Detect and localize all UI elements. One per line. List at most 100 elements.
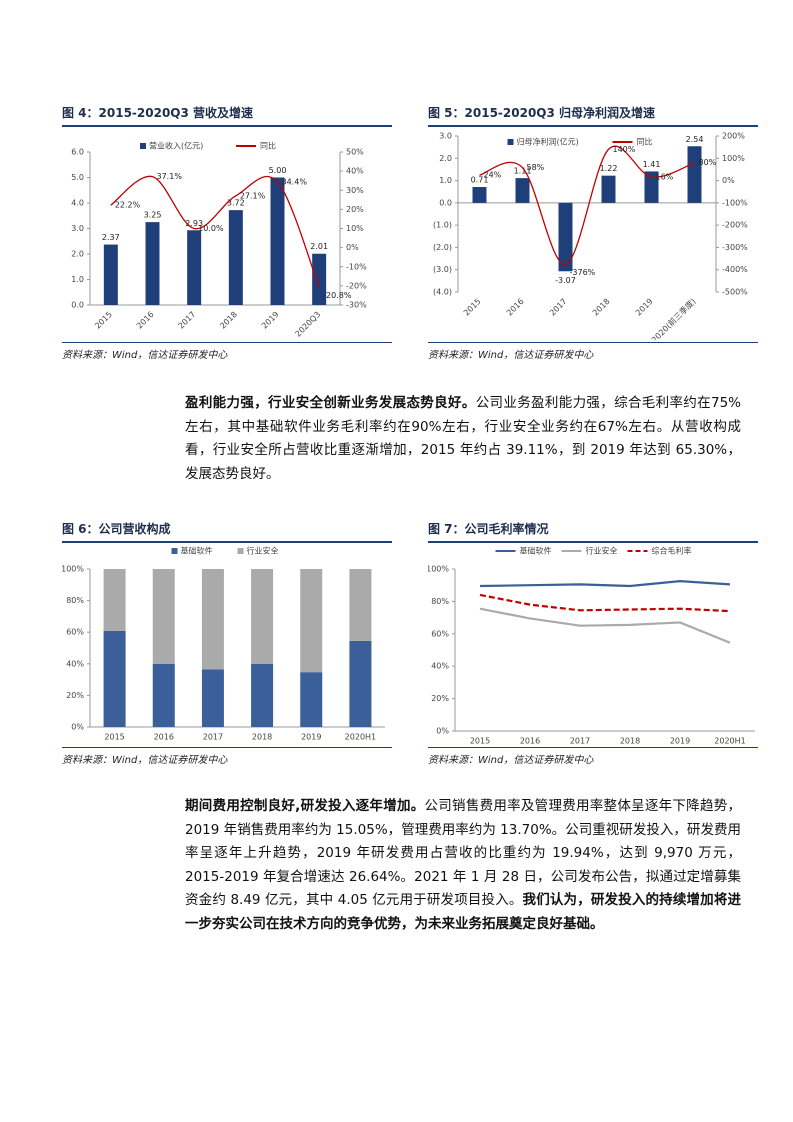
legend-label: 营业收入(亿元) (149, 141, 203, 151)
bar (187, 230, 202, 305)
bar (145, 222, 160, 305)
y-tick-label: 3.0 (71, 224, 84, 233)
x-tick-label: 2019 (301, 733, 321, 742)
bar (300, 672, 323, 727)
paragraph: 盈利能力强，行业安全创新业务发展态势良好。公司业务盈利能力强，综合毛利率约在75… (185, 392, 741, 486)
x-tick-label: 2015 (462, 297, 483, 318)
bar (103, 244, 118, 305)
figure-caption: 图 6：公司营收构成 (62, 520, 392, 543)
bar (515, 178, 530, 203)
data-label: 37.1% (157, 172, 183, 181)
data-label: -3.07 (555, 276, 576, 285)
legend: 营业收入(亿元) 同比 (140, 141, 276, 151)
chart: 0% 20% 40% 60% 80% 100% 2015 2016 2017 2018 2019 20… (62, 546, 385, 742)
series-line (479, 607, 731, 644)
data-label: 1.22 (600, 164, 618, 173)
x-tick-label: 2015 (470, 737, 490, 746)
legend: 基础软件 行业安全 (171, 546, 279, 556)
x-tick-label: 2016 (154, 733, 174, 742)
y-tick-label: 100% (62, 565, 84, 574)
y2-tick-label: -100% (722, 198, 748, 207)
series-line (479, 145, 695, 266)
bar (251, 569, 274, 664)
legend-label: 归母净利润(亿元) (517, 137, 579, 147)
y-tick-label: 5.0 (71, 173, 84, 182)
data-label: 1.11 (514, 167, 532, 176)
bar (349, 640, 372, 727)
bar (251, 663, 274, 727)
legend-label: 基础软件 (181, 546, 213, 556)
y-tick-label: 60% (66, 628, 84, 637)
y-tick-label: 80% (431, 597, 449, 606)
x-tick-label: 2018 (252, 733, 272, 742)
series-line (479, 580, 731, 588)
bar (312, 253, 327, 305)
legend: 基础软件 行业安全 综合毛利率 (495, 546, 692, 556)
data-label: 10.0% (198, 224, 224, 233)
y2-tick-label: 100% (722, 154, 745, 163)
x-tick-label: 2017 (177, 310, 198, 331)
bar (201, 669, 224, 727)
source-note: 资料来源：Wind，信达证券研发中心 (62, 747, 392, 766)
y2-tick-label: -500% (722, 288, 748, 297)
y-tick-label: 2.0 (71, 250, 84, 259)
y2-tick-label: -10% (346, 262, 367, 271)
bar (152, 663, 175, 727)
legend-swatch (140, 143, 146, 149)
paragraph: 期间费用控制良好,研发投入逐年增加。公司销售费用率及管理费用率整体呈逐年下降趋势… (185, 795, 741, 936)
y-tick-label: 40% (66, 659, 84, 668)
x-tick-label: 2020H1 (345, 733, 376, 742)
x-tick-label: 2018 (591, 297, 612, 318)
data-label: -376% (570, 268, 596, 277)
y2-tick-label: 0% (722, 176, 735, 185)
y2-tick-label: -200% (722, 221, 748, 230)
x-tick-label: 2018 (620, 737, 640, 746)
bold-text: 盈利能力强，行业安全创新业务发展态势良好。 (185, 395, 476, 411)
y-tick-label: 0.0 (439, 198, 452, 207)
x-tick-label: 2020Q3 (294, 310, 323, 339)
y2-tick-label: 30% (346, 186, 364, 195)
source-note: 资料来源：Wind，信达证券研发中心 (62, 342, 392, 361)
y-tick-label: 2.0 (439, 154, 452, 163)
bar (644, 171, 659, 203)
bar (349, 569, 372, 641)
bar (103, 630, 126, 727)
bar (228, 210, 243, 305)
x-tick-label: 2020(前三季度) (649, 296, 698, 340)
y2-tick-label: 200% (722, 132, 745, 141)
data-label: 2.37 (102, 233, 120, 242)
figure-caption: 图 5：2015-2020Q3 归母净利润及增速 (428, 104, 758, 127)
series-line (110, 175, 320, 288)
x-tick-label: 2016 (505, 297, 526, 318)
y-tick-label: 100% (428, 565, 449, 574)
x-tick-label: 2017 (548, 297, 569, 318)
y-tick-label: (4.0) (433, 288, 452, 297)
data-label: -20.8% (323, 291, 352, 300)
x-tick-label: 2019 (260, 310, 281, 331)
y-tick-label: 20% (66, 691, 84, 700)
x-tick-label: 2017 (203, 733, 223, 742)
series-line (479, 593, 731, 613)
data-label: 34.4% (282, 177, 308, 186)
y-tick-label: 80% (66, 596, 84, 605)
y-tick-label: (3.0) (433, 265, 452, 274)
data-label: 1.41 (643, 160, 661, 169)
data-label: 140% (613, 145, 636, 154)
chart: 0.0 1.0 2.0 3.0 4.0 5.0 6.0 -30% -20% -10% 0% 10% 20… (71, 141, 367, 339)
source-note: 资料来源：Wind，信达证券研发中心 (428, 342, 758, 361)
y-tick-label: 20% (431, 694, 449, 703)
chart: (4.0) (3.0) (2.0) (1.0) 0.0 1.0 2.0 3.0 -500% -40… (433, 132, 748, 341)
data-label: 0.71 (471, 176, 489, 185)
y-tick-label: 3.0 (439, 132, 452, 141)
bar (472, 187, 487, 203)
y-tick-label: 4.0 (71, 199, 84, 208)
legend-label: 综合毛利率 (652, 546, 692, 556)
legend-swatch (171, 548, 178, 554)
legend-label: 同比 (260, 141, 276, 151)
data-label: 58% (527, 163, 545, 172)
x-tick-label: 2019 (670, 737, 690, 746)
y2-tick-label: 50% (346, 148, 364, 157)
data-label: 16% (656, 173, 674, 182)
bar (103, 569, 126, 631)
